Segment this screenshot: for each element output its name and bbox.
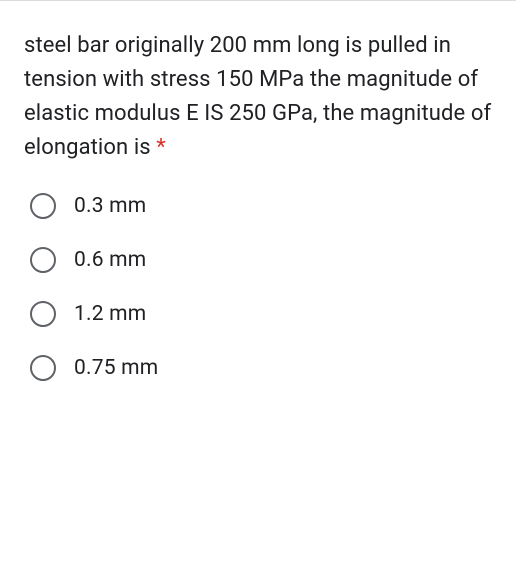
required-star: * <box>156 135 166 160</box>
radio-icon <box>30 193 56 219</box>
option-label: 0.6 mm <box>74 248 146 272</box>
option-2[interactable]: 1.2 mm <box>30 301 492 327</box>
option-label: 0.3 mm <box>74 194 146 218</box>
question-text: steel bar originally 200 mm long is pull… <box>24 29 492 165</box>
question-card: steel bar originally 200 mm long is pull… <box>0 0 516 405</box>
option-label: 1.2 mm <box>74 302 146 326</box>
options-group: 0.3 mm 0.6 mm 1.2 mm 0.75 mm <box>24 193 492 381</box>
option-3[interactable]: 0.75 mm <box>30 355 492 381</box>
option-0[interactable]: 0.3 mm <box>30 193 492 219</box>
radio-icon <box>30 301 56 327</box>
option-1[interactable]: 0.6 mm <box>30 247 492 273</box>
radio-icon <box>30 355 56 381</box>
question-body: steel bar originally 200 mm long is pull… <box>24 33 491 160</box>
radio-icon <box>30 247 56 273</box>
option-label: 0.75 mm <box>74 356 158 380</box>
